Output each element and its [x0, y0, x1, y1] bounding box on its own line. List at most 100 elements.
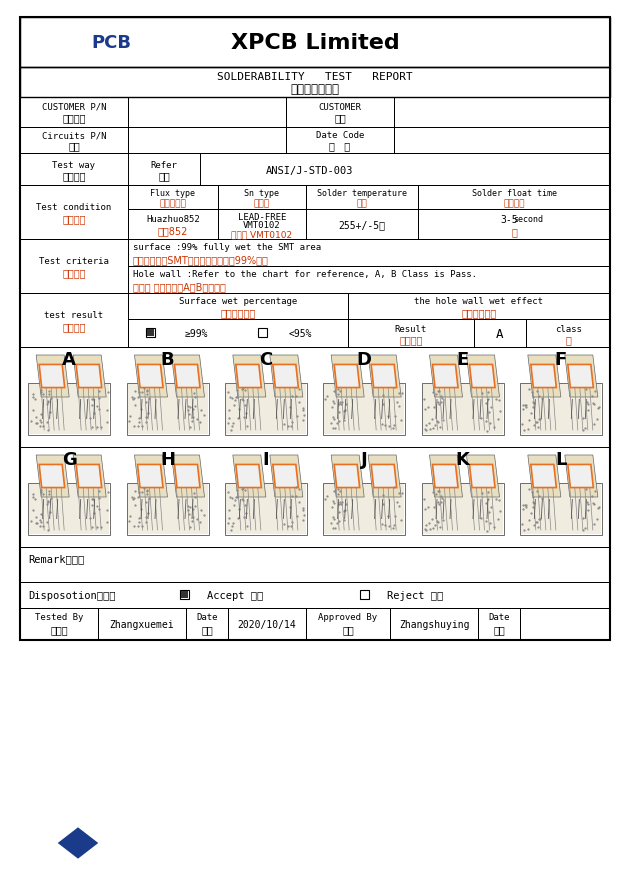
Bar: [478, 609, 520, 641]
Bar: [306, 609, 390, 641]
Bar: [323, 484, 405, 535]
Text: Surface wet percentage: Surface wet percentage: [179, 297, 297, 307]
Bar: [520, 609, 610, 641]
Text: A: A: [62, 351, 76, 369]
Bar: [323, 384, 405, 436]
Polygon shape: [137, 365, 163, 388]
Bar: [228, 609, 306, 641]
Text: I: I: [263, 450, 269, 469]
Text: J: J: [361, 450, 367, 469]
Bar: [181, 591, 188, 598]
Text: 无铅锡 VMT0102: 无铅锡 VMT0102: [231, 230, 292, 239]
Bar: [128, 97, 286, 128]
Text: 助焊剂类型: 助焊剂类型: [159, 199, 186, 208]
Text: Test way: Test way: [52, 160, 96, 169]
Polygon shape: [528, 455, 561, 497]
Text: Hole wall :Refer to the chart for reference, A, B Class is Pass.: Hole wall :Refer to the chart for refere…: [133, 270, 477, 279]
Text: Approved By: Approved By: [318, 613, 377, 622]
Polygon shape: [175, 465, 200, 488]
Polygon shape: [334, 465, 360, 488]
Text: Disposotion评定：: Disposotion评定：: [28, 590, 115, 601]
Text: Date: Date: [197, 613, 218, 622]
Polygon shape: [39, 465, 65, 488]
Text: L: L: [555, 450, 566, 469]
Polygon shape: [171, 455, 205, 497]
Polygon shape: [528, 355, 561, 398]
Polygon shape: [433, 365, 458, 388]
Bar: [20, 548, 610, 582]
Text: class: class: [554, 324, 581, 333]
Bar: [127, 384, 209, 436]
Polygon shape: [73, 355, 106, 398]
Text: Remark各注：: Remark各注：: [28, 554, 84, 563]
Polygon shape: [134, 355, 168, 398]
Polygon shape: [531, 365, 556, 388]
Text: 2020/10/14: 2020/10/14: [238, 619, 296, 629]
Bar: [423, 385, 503, 434]
Bar: [127, 385, 207, 434]
Bar: [20, 582, 610, 609]
Polygon shape: [236, 465, 261, 488]
Polygon shape: [466, 455, 500, 497]
Text: B: B: [161, 351, 175, 369]
Text: X: X: [64, 34, 77, 52]
Polygon shape: [175, 365, 200, 388]
Bar: [474, 320, 526, 347]
Text: Solder temperature: Solder temperature: [317, 190, 407, 198]
Text: F: F: [554, 351, 567, 369]
Text: 级: 级: [565, 335, 571, 345]
Polygon shape: [565, 355, 598, 398]
Text: 周   期: 周 期: [329, 141, 350, 151]
Bar: [20, 18, 610, 641]
Bar: [226, 485, 306, 534]
Text: 秒: 秒: [511, 227, 517, 237]
Bar: [324, 485, 404, 534]
Polygon shape: [270, 355, 303, 398]
Polygon shape: [73, 455, 106, 497]
Bar: [20, 347, 610, 548]
Bar: [20, 97, 128, 128]
Bar: [146, 329, 155, 338]
Polygon shape: [469, 465, 495, 488]
Polygon shape: [371, 465, 397, 488]
Text: Flux type: Flux type: [151, 190, 195, 198]
Text: E: E: [456, 351, 469, 369]
Text: PCB: PCB: [91, 34, 131, 52]
Text: 日期: 日期: [493, 625, 505, 634]
Polygon shape: [531, 465, 556, 488]
Text: 可焊性测试报告: 可焊性测试报告: [290, 82, 340, 96]
Bar: [324, 385, 404, 434]
Text: 锡种类: 锡种类: [254, 199, 270, 208]
Bar: [128, 267, 610, 293]
Polygon shape: [368, 455, 401, 497]
Text: 测试结果: 测试结果: [62, 322, 86, 331]
Text: G: G: [62, 450, 77, 469]
Bar: [29, 485, 109, 534]
Text: Zhangxuemei: Zhangxuemei: [110, 619, 175, 629]
Text: 客户: 客户: [334, 113, 346, 123]
Bar: [128, 320, 348, 347]
Polygon shape: [233, 355, 266, 398]
Bar: [394, 97, 610, 128]
Bar: [180, 590, 189, 599]
Bar: [306, 186, 418, 210]
Text: 255+/-5℃: 255+/-5℃: [338, 220, 386, 229]
Polygon shape: [233, 455, 266, 497]
Polygon shape: [433, 465, 458, 488]
Bar: [286, 97, 394, 128]
Text: LEAD-FREE: LEAD-FREE: [238, 213, 286, 222]
Bar: [394, 128, 610, 154]
Text: CUSTOMER: CUSTOMER: [319, 103, 362, 112]
Bar: [186, 609, 228, 641]
Text: 板面温港面积: 板面温港面积: [220, 307, 256, 318]
Text: Date: Date: [488, 613, 510, 622]
Text: XPCB Limited: XPCB Limited: [231, 33, 399, 53]
Polygon shape: [36, 355, 69, 398]
Bar: [20, 68, 610, 97]
Polygon shape: [368, 355, 401, 398]
Text: Zhangshuying: Zhangshuying: [399, 619, 469, 629]
Bar: [421, 484, 503, 535]
Bar: [20, 186, 128, 240]
Text: Tested By: Tested By: [35, 613, 83, 622]
Polygon shape: [134, 455, 168, 497]
